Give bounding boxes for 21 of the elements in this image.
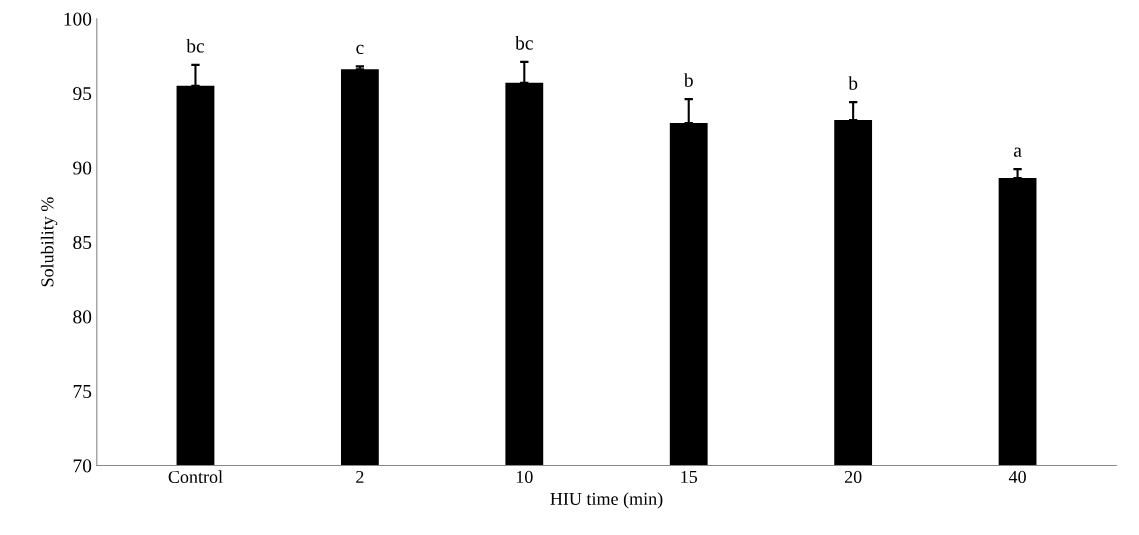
y-tick-label: 85 [73,235,92,250]
x-tick-label: 40 [1008,470,1026,484]
annotation: b [848,76,858,90]
x-tick-label: 20 [844,470,862,484]
annotation: bc [515,35,533,50]
y-tick-label: 75 [73,385,92,398]
x-tick-label: Control [168,470,223,484]
annotation: a [1013,147,1022,157]
y-tick-label: 70 [73,459,92,473]
x-axis-title: HIU time (min) [550,492,663,509]
y-tick-label: 90 [73,161,92,175]
x-tick-label: 10 [516,470,533,484]
y-tick-label: 95 [73,87,92,101]
annotation: c [356,44,364,55]
y-axis-title: Solubility % [40,197,58,287]
y-tick-label: 80 [73,310,92,324]
y-tick-label: 100 [64,12,92,26]
annotation: bc [186,38,205,53]
annotation: b [683,73,693,87]
x-tick-label: 2 [356,470,364,483]
x-tick-label: 15 [681,470,698,484]
